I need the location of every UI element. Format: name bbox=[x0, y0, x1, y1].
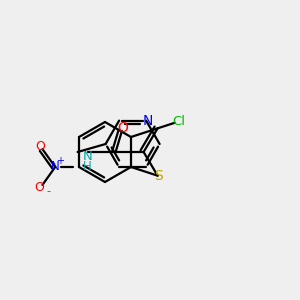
Text: O: O bbox=[34, 182, 44, 194]
Text: +: + bbox=[56, 156, 64, 166]
Text: N: N bbox=[51, 160, 60, 173]
Text: H: H bbox=[83, 160, 92, 172]
Text: N: N bbox=[83, 151, 92, 164]
Text: O: O bbox=[118, 121, 128, 135]
Text: N: N bbox=[143, 114, 153, 128]
Text: O: O bbox=[35, 140, 45, 153]
Text: -: - bbox=[46, 186, 50, 196]
Text: S: S bbox=[154, 169, 163, 183]
Text: Cl: Cl bbox=[172, 115, 185, 128]
